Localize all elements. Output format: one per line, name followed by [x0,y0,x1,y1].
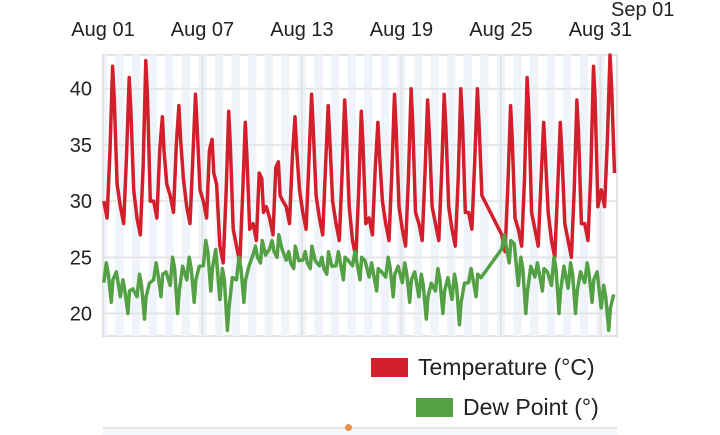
night-band [148,55,157,336]
legend-item-temperature[interactable]: Temperature (°C) [371,354,595,381]
night-band [563,55,572,336]
night-band [529,55,539,336]
legend-label-dew-point: Dew Point (°) [463,394,599,420]
dew-point-swatch [416,398,453,417]
night-band [413,55,423,336]
x-tick-label: Aug 25 [469,19,532,41]
night-band [314,55,323,336]
secondary-chart-top-edge [103,424,617,435]
y-tick-label: 40 [70,79,92,101]
night-band [364,55,373,336]
night-band [132,55,141,336]
legend-item-dew-point[interactable]: Dew Point (°) [416,394,599,421]
night-band [214,55,224,336]
night-band [103,55,108,336]
x-tick-label: Aug 07 [171,19,234,41]
night-band [264,55,273,336]
night-band [447,55,456,336]
x-tick-label: Aug 01 [71,19,134,41]
night-band [463,55,472,336]
night-band [330,55,340,336]
y-tick-label: 35 [70,135,92,157]
x-tick-label: Aug 13 [270,19,333,41]
night-band [513,55,522,336]
x-tick-label: Aug 19 [370,19,433,41]
night-band [281,55,290,336]
night-band [248,55,257,336]
temperature-swatch [371,358,408,377]
y-tick-label: 20 [70,304,92,326]
night-band [380,55,390,336]
night-band [347,55,356,336]
night-band [231,55,240,336]
x-tick-label: Aug 31 [569,19,632,41]
y-tick-label: 25 [70,247,92,269]
series-line-temperature [102,53,617,265]
night-band [579,55,588,336]
data-point-marker[interactable] [345,424,352,431]
night-band [546,55,555,336]
night-band [480,55,489,336]
x-tick-label: Sep 01 [611,0,674,21]
series-line-dew-point [102,233,616,333]
y-tick-label: 30 [70,191,92,213]
night-band [430,55,439,336]
legend-label-temperature: Temperature (°C) [418,354,595,380]
